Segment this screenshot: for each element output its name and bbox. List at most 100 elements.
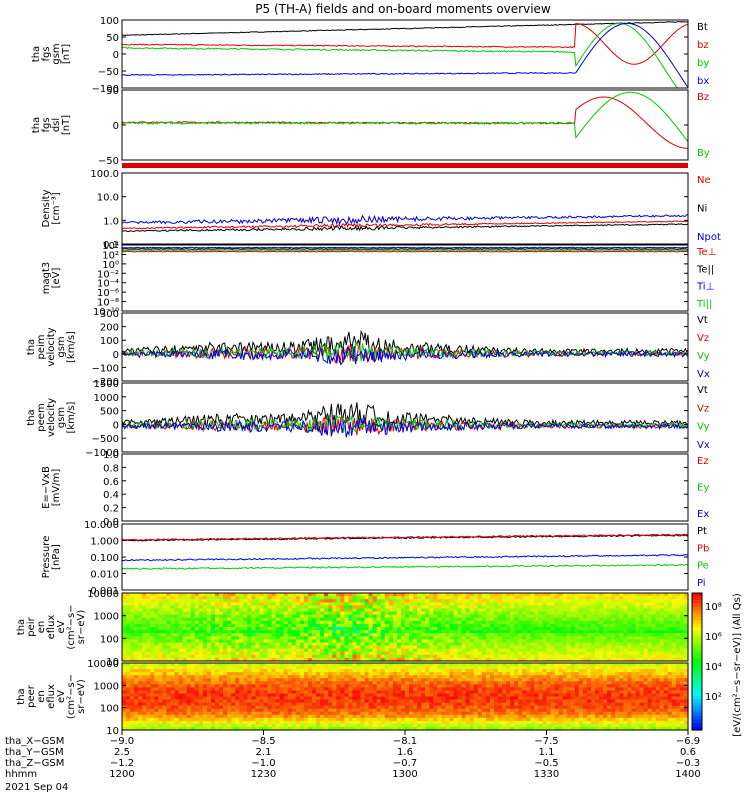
y-tick-label: 50 <box>106 33 119 44</box>
heatmap-cell <box>154 684 159 688</box>
heatmap-cell <box>352 666 357 670</box>
heatmap-cell <box>223 684 228 688</box>
heatmap-cell <box>425 666 430 670</box>
legend-entry-Ni: Ni <box>697 204 707 215</box>
heatmap-cell <box>401 718 406 722</box>
heatmap-cell <box>377 672 382 676</box>
heatmap-cell <box>405 684 410 688</box>
heatmap-cell <box>288 666 293 670</box>
legend-entry-Ez: Ez <box>697 456 709 467</box>
heatmap-cell <box>381 724 386 728</box>
heatmap-cell <box>344 706 349 710</box>
heatmap-cell <box>264 666 269 670</box>
heatmap-cell <box>316 712 321 716</box>
legend-entry-Pb: Pb <box>697 543 709 554</box>
heatmap-cell <box>264 672 269 676</box>
heatmap-cell <box>231 706 236 710</box>
heatmap-cell <box>308 700 313 704</box>
heatmap-cell <box>191 666 196 670</box>
heatmap-cell <box>158 712 163 716</box>
heatmap-cell <box>167 700 172 704</box>
heatmap-cell <box>385 712 390 716</box>
heatmap-cell <box>199 672 204 676</box>
heatmap-cell <box>324 678 329 682</box>
series-line-fgs_gsm-0 <box>122 22 688 36</box>
heatmap-cell <box>219 684 224 688</box>
legend-entry-Pt: Pt <box>697 526 707 537</box>
heatmap-cell <box>158 724 163 728</box>
heatmap-cell <box>243 706 248 710</box>
heatmap-cell <box>255 718 260 722</box>
panel-frame-peim_velocity <box>122 313 688 381</box>
heatmap-cell <box>126 700 131 704</box>
heatmap-cell <box>243 666 248 670</box>
heatmap-cell <box>179 672 184 676</box>
heatmap-cell <box>344 690 349 694</box>
heatmap-cell <box>122 672 127 676</box>
heatmap-cell <box>373 706 378 710</box>
heatmap-cell <box>284 684 289 688</box>
heatmap-cell <box>377 706 382 710</box>
heatmap-cell <box>336 684 341 688</box>
heatmap-cell <box>239 684 244 688</box>
heatmap-cell <box>357 712 362 716</box>
heatmap-cell <box>134 672 139 676</box>
heatmap-cell <box>397 712 402 716</box>
heatmap-cell <box>272 724 277 728</box>
heatmap-cell <box>239 690 244 694</box>
heatmap-cell <box>154 724 159 728</box>
heatmap-cell <box>223 718 228 722</box>
heatmap-cell <box>251 672 256 676</box>
heatmap-cell <box>199 666 204 670</box>
heatmap-cell <box>126 712 131 716</box>
heatmap-cell <box>150 684 155 688</box>
heatmap-cell <box>417 706 422 710</box>
heatmap-cell <box>344 672 349 676</box>
heatmap-cell <box>255 690 260 694</box>
heatmap-cell <box>272 712 277 716</box>
heatmap-cell <box>280 690 285 694</box>
heatmap-cell <box>288 706 293 710</box>
heatmap-cell <box>162 718 167 722</box>
heatmap-cell <box>361 724 366 728</box>
heatmap-cell <box>223 672 228 676</box>
heatmap-cell <box>211 678 216 682</box>
heatmap-cell <box>247 666 252 670</box>
heatmap-cell <box>369 666 374 670</box>
heatmap-cell <box>162 700 167 704</box>
heatmap-cell <box>377 700 382 704</box>
heatmap-cell <box>316 690 321 694</box>
heatmap-cell <box>150 718 155 722</box>
series-line-temperature-0 <box>122 251 688 252</box>
heatmap-cell <box>316 706 321 710</box>
y-tick-label: 100.0 <box>90 169 119 180</box>
heatmap-cell <box>357 684 362 688</box>
heatmap-cell <box>260 718 265 722</box>
heatmap-cell <box>340 666 345 670</box>
heatmap-cell <box>308 724 313 728</box>
heatmap-cell <box>300 706 305 710</box>
heatmap-cell <box>409 700 414 704</box>
heatmap-cell <box>158 718 163 722</box>
heatmap-cell <box>292 678 297 682</box>
heatmap-cell <box>150 666 155 670</box>
y-tick-label: −50 <box>98 67 119 78</box>
heatmap-cell <box>203 666 208 670</box>
heatmap-cell <box>223 706 228 710</box>
heatmap-cell <box>191 712 196 716</box>
heatmap-cell <box>365 684 370 688</box>
heatmap-cell <box>215 706 220 710</box>
heatmap-cell <box>365 724 370 728</box>
heatmap-cell <box>219 706 224 710</box>
heatmap-cell <box>409 718 414 722</box>
heatmap-cell <box>215 678 220 682</box>
heatmap-cell <box>268 672 273 676</box>
heatmap-cell <box>195 672 200 676</box>
heatmap-cell <box>247 678 252 682</box>
heatmap-cell <box>352 718 357 722</box>
heatmap-cell <box>268 712 273 716</box>
heatmap-cell <box>195 706 200 710</box>
heatmap-cell <box>340 678 345 682</box>
heatmap-cell <box>361 706 366 710</box>
